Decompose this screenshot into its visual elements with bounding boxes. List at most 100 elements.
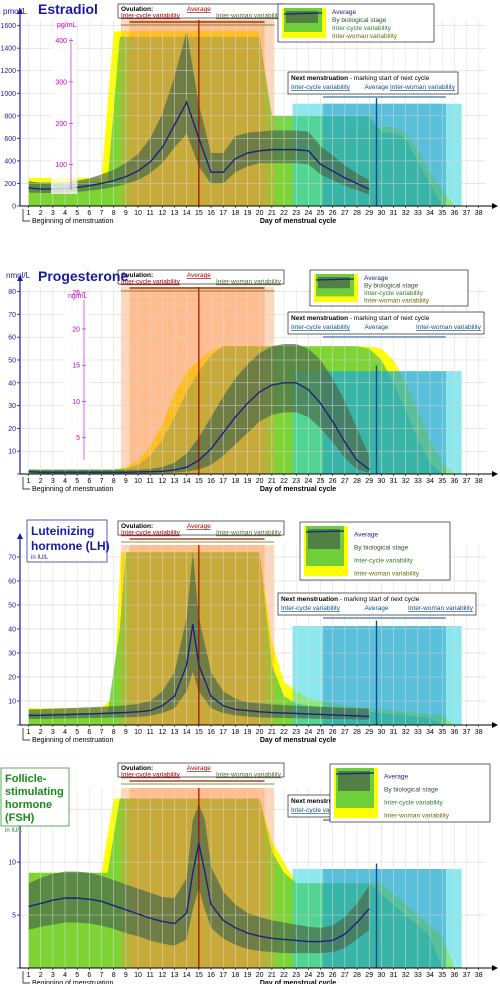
x-tick-label: 19	[244, 729, 252, 736]
x-tick-label: 13	[171, 729, 179, 736]
y-tick-label: 70	[8, 312, 16, 319]
ovulation-average-label: Average	[187, 523, 211, 530]
ovulation-average-label: Average	[187, 272, 211, 279]
x-tick-label: 24	[304, 478, 312, 485]
x-tick-label: 32	[402, 972, 410, 979]
x-tick-label: 25	[317, 972, 325, 979]
y-tick-label: 40	[8, 380, 16, 387]
x-tick-label: 3	[51, 972, 55, 979]
secondary-tick-label: 300	[55, 79, 67, 86]
legend-inter-woman-label: Inter-woman variability	[332, 33, 398, 40]
x-tick-label: 9	[124, 729, 128, 736]
x-tick-label: 23	[292, 478, 300, 485]
legend-average-line	[335, 772, 375, 775]
x-axis-arrow	[492, 722, 498, 728]
x-tick-label: 9	[124, 210, 128, 217]
y-tick-label: 50	[8, 603, 16, 610]
ovulation-average-label: Average	[187, 6, 211, 13]
ovulation-inter-woman-label: Inter-woman variability	[216, 772, 282, 779]
legend-biological-stage-label: By biological stage	[332, 17, 387, 24]
average-series-line	[28, 382, 370, 473]
x-tick-label: 26	[329, 210, 337, 217]
y-tick-label: 60	[8, 335, 16, 342]
x-axis-arrow	[492, 203, 498, 209]
x-tick-label: 27	[341, 478, 349, 485]
x-tick-label: 36	[450, 729, 458, 736]
ovulation-inter-cycle-label: Inter-cycle variability	[121, 279, 181, 286]
y-tick-label: 80	[8, 289, 16, 296]
x-tick-label: 16	[207, 729, 215, 736]
x-tick-label: 16	[207, 210, 215, 217]
x-tick-label: 37	[463, 729, 471, 736]
next-menstruation-box	[287, 311, 485, 335]
x-tick-label: 15	[195, 210, 203, 217]
x-tick-label: 4	[63, 972, 67, 979]
x-tick-label: 3	[51, 729, 55, 736]
y-tick-label: 5	[12, 913, 16, 920]
legend-biological-stage-swatch	[318, 277, 350, 289]
x-tick-label: 38	[475, 972, 483, 979]
beginning-marker	[22, 728, 30, 741]
y-tick-label: 30	[8, 403, 16, 410]
x-tick-label: 1	[27, 972, 31, 979]
next-menstruation-inter-cycle-band	[322, 869, 446, 968]
x-tick-label: 34	[426, 210, 434, 217]
x-tick-label: 23	[292, 210, 300, 217]
x-tick-label: 8	[112, 478, 116, 485]
x-tick-label: 30	[377, 729, 385, 736]
x-tick-label: 29	[365, 210, 373, 217]
x-tick-label: 8	[112, 210, 116, 217]
legend-inter-cycle-label: Inter-cycle variability	[364, 290, 424, 297]
y-tick-label: 10	[8, 449, 16, 456]
y-tick-label: 50	[8, 357, 16, 364]
next-menstruation-average-label: Average	[364, 324, 388, 331]
x-tick-label: 18	[231, 478, 239, 485]
x-tick-label: 34	[426, 478, 434, 485]
x-axis-arrow	[492, 471, 498, 477]
x-tick-label: 23	[292, 972, 300, 979]
secondary-tick-label: 10	[72, 399, 80, 406]
beginning-of-menstruation-label: Beginning of menstruation	[32, 486, 113, 493]
x-tick-label: 21	[268, 972, 276, 979]
x-tick-label: 10	[134, 729, 142, 736]
x-tick-label: 29	[365, 478, 373, 485]
x-tick-label: 17	[219, 478, 227, 485]
x-tick-label: 5	[75, 210, 79, 217]
x-tick-label: 6	[87, 478, 91, 485]
x-tick-label: 16	[207, 478, 215, 485]
x-tick-label: 16	[207, 972, 215, 979]
x-tick-label: 7	[100, 478, 104, 485]
x-tick-label: 9	[124, 478, 128, 485]
x-tick-label: 11	[147, 972, 154, 979]
legend-inter-cycle-label: Inter-cycle variability	[354, 558, 414, 565]
x-tick-label: 20	[256, 478, 264, 485]
x-tick-label: 14	[183, 972, 191, 979]
x-tick-label: 37	[463, 210, 471, 217]
x-tick-label: 20	[256, 972, 264, 979]
beginning-of-menstruation-label: Beginning of menstruation	[32, 218, 113, 225]
x-tick-label: 27	[341, 972, 349, 979]
y-tick-label: 400	[4, 158, 16, 165]
ovulation-title: Ovulation:	[121, 272, 153, 279]
x-tick-label: 31	[390, 210, 398, 217]
y-tick-label: 600	[4, 136, 16, 143]
secondary-tick-label: 25	[72, 290, 80, 297]
secondary-axis-backdrop	[64, 294, 90, 464]
secondary-tick-label: 5	[76, 435, 80, 442]
x-tick-label: 24	[304, 729, 312, 736]
x-tick-label: 32	[402, 210, 410, 217]
x-tick-label: 8	[112, 729, 116, 736]
y-tick-label: 10	[8, 699, 16, 706]
x-tick-label: 8	[112, 972, 116, 979]
x-tick-label: 13	[171, 972, 179, 979]
progesterone-unit: nmol/L	[6, 271, 31, 280]
y-tick-label: 20	[8, 675, 16, 682]
secondary-tick-label: 20	[72, 326, 80, 333]
x-tick-label: 21	[268, 729, 276, 736]
x-tick-label: 11	[147, 210, 154, 217]
x-tick-label: 22	[280, 972, 288, 979]
x-tick-label: 26	[329, 972, 337, 979]
y-axis-arrow	[17, 533, 23, 539]
